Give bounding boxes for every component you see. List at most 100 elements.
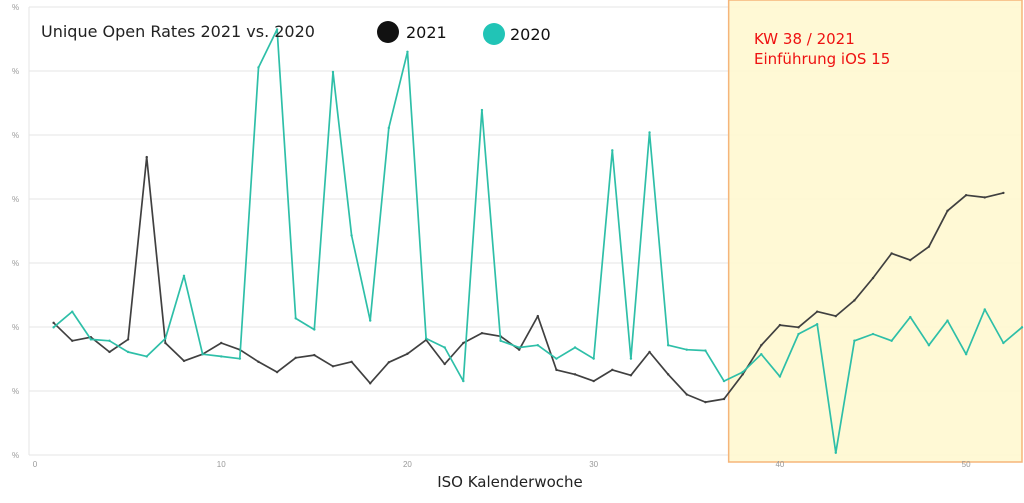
data-point-2020[interactable] [480,108,484,112]
data-point-2021[interactable] [1002,191,1005,195]
data-point-2021[interactable] [741,373,744,376]
data-point-2020[interactable] [145,355,148,358]
data-point-2020[interactable] [871,332,875,336]
data-point-2021[interactable] [890,252,893,255]
data-point-2021[interactable] [592,379,595,383]
data-point-2021[interactable] [909,258,912,262]
data-point-2021[interactable] [164,341,167,345]
data-point-2021[interactable] [350,360,353,364]
data-point-2021[interactable] [52,321,55,325]
data-point-2021[interactable] [294,356,297,359]
data-point-2020[interactable] [815,322,819,326]
data-point-2021[interactable] [145,155,148,159]
data-point-2020[interactable] [1020,326,1024,329]
data-point-2020[interactable] [52,326,55,329]
data-point-2021[interactable] [704,400,707,404]
legend-label-2020[interactable]: 2020 [510,25,551,44]
data-point-2021[interactable] [834,314,837,318]
data-point-2020[interactable] [741,370,744,374]
data-point-2020[interactable] [369,319,372,322]
data-point-2020[interactable] [275,28,279,31]
data-point-2020[interactable] [499,339,502,342]
data-point-2021[interactable] [629,374,633,377]
data-point-2020[interactable] [704,349,707,352]
data-point-2020[interactable] [108,339,111,342]
data-point-2021[interactable] [778,323,782,327]
data-point-2021[interactable] [611,368,614,372]
data-point-2020[interactable] [555,357,558,360]
data-point-2021[interactable] [536,314,540,318]
data-point-2020[interactable] [164,337,167,340]
data-point-2020[interactable] [443,346,446,349]
data-point-2020[interactable] [964,353,968,356]
data-point-2021[interactable] [387,361,391,364]
data-point-2020[interactable] [313,328,316,331]
data-point-2021[interactable] [406,352,409,355]
data-point-2020[interactable] [611,149,614,152]
data-point-2020[interactable] [648,131,651,134]
data-point-2020[interactable] [89,338,93,341]
data-point-2020[interactable] [201,353,204,356]
data-point-2021[interactable] [331,365,335,368]
data-point-2020[interactable] [406,50,409,53]
legend-label-2021[interactable]: 2021 [406,23,447,42]
data-point-2021[interactable] [797,326,800,329]
data-point-2020[interactable] [424,337,428,340]
data-point-2020[interactable] [890,339,893,342]
data-point-2020[interactable] [853,339,856,342]
data-point-2020[interactable] [387,126,391,130]
data-point-2021[interactable] [648,350,651,354]
data-point-2021[interactable] [369,382,372,385]
data-point-2021[interactable] [555,368,558,372]
data-point-2021[interactable] [573,373,577,376]
data-point-2020[interactable] [909,315,912,319]
data-point-2020[interactable] [294,317,297,320]
data-point-2020[interactable] [573,346,577,349]
data-point-2020[interactable] [797,332,800,336]
data-point-2020[interactable] [517,346,521,349]
data-point-2020[interactable] [722,379,726,383]
data-point-2020[interactable] [629,357,633,360]
data-point-2021[interactable] [443,362,446,366]
data-point-2020[interactable] [1002,341,1005,345]
data-point-2021[interactable] [666,373,670,376]
data-point-2020[interactable] [778,375,782,378]
data-point-2020[interactable] [350,234,353,237]
data-point-2020[interactable] [331,70,335,74]
data-point-2020[interactable] [71,310,74,313]
data-point-2021[interactable] [871,276,875,280]
data-point-2020[interactable] [462,379,465,383]
data-point-2021[interactable] [760,344,763,347]
data-point-2021[interactable] [517,348,521,351]
data-point-2021[interactable] [964,193,968,197]
data-point-2021[interactable] [108,350,111,354]
data-point-2021[interactable] [927,245,931,248]
legend-marker-2021[interactable] [377,21,399,43]
data-point-2021[interactable] [983,196,986,199]
data-point-2020[interactable] [834,451,837,454]
data-point-2020[interactable] [257,66,260,69]
data-point-2021[interactable] [220,341,223,345]
data-point-2021[interactable] [71,339,74,342]
series-line-2021[interactable] [52,156,1005,403]
data-point-2021[interactable] [275,370,279,374]
data-point-2021[interactable] [946,209,949,213]
data-point-2020[interactable] [182,274,186,277]
data-point-2020[interactable] [685,348,688,351]
data-point-2021[interactable] [480,331,484,335]
data-point-2020[interactable] [760,353,763,356]
data-point-2020[interactable] [946,319,949,322]
data-point-2021[interactable] [853,299,856,302]
data-point-2020[interactable] [927,344,931,347]
data-point-2020[interactable] [220,355,223,358]
data-point-2021[interactable] [815,310,819,313]
data-point-2021[interactable] [685,393,688,396]
data-point-2021[interactable] [126,338,130,341]
data-point-2021[interactable] [462,341,465,345]
data-point-2021[interactable] [313,353,316,357]
data-point-2021[interactable] [182,359,186,363]
data-point-2021[interactable] [722,397,726,401]
data-point-2020[interactable] [666,344,670,347]
data-point-2020[interactable] [983,308,986,311]
data-point-2020[interactable] [592,357,595,360]
